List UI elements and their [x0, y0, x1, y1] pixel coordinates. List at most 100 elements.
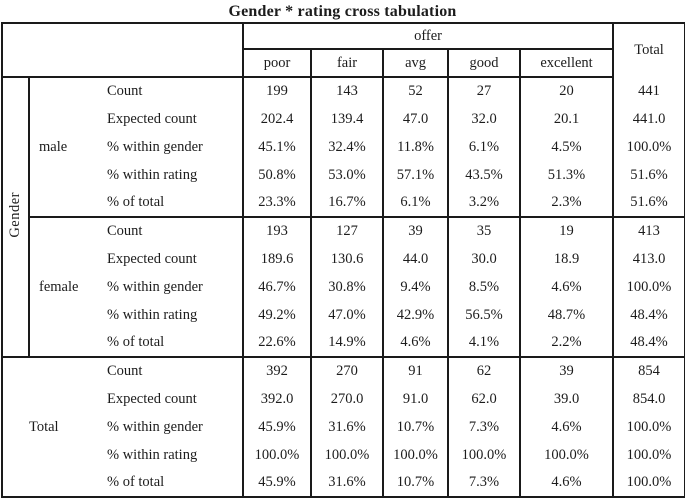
data-cell: 441 — [612, 77, 685, 105]
row-group-header-gender: Gender — [2, 77, 30, 357]
data-cell: 18.9 — [519, 245, 615, 273]
data-cell: 91.0 — [382, 385, 450, 413]
header-row-ratings: poor fair avg good excellent — [2, 49, 685, 78]
data-cell: 39.0 — [519, 385, 615, 413]
data-cell: 45.9% — [242, 413, 313, 441]
data-cell: 4.6% — [519, 273, 615, 301]
header-row-group: offer Total — [2, 23, 685, 78]
data-cell: 127 — [310, 216, 385, 245]
data-cell: 9.4% — [382, 273, 450, 301]
table-row: % within gender 46.7% 30.8% 9.4% 8.5% 4.… — [2, 273, 685, 301]
table-row: Total Count 392 270 91 62 39 854 — [2, 356, 685, 497]
data-cell: 10.7% — [382, 469, 450, 497]
data-cell: 62 — [447, 356, 522, 385]
data-cell: 48.4% — [612, 301, 685, 329]
cross-tabulation-table: offer Total poor fair avg good excellent… — [1, 22, 685, 498]
data-cell: 2.3% — [519, 189, 615, 217]
stat-label: % within gender — [101, 273, 245, 301]
data-cell: 51.3% — [519, 161, 615, 189]
data-cell: 100.0% — [447, 441, 522, 469]
stat-label: Expected count — [101, 385, 245, 413]
data-cell: 193 — [242, 216, 313, 245]
data-cell: 8.5% — [447, 273, 522, 301]
column-header-fair: fair — [310, 49, 385, 78]
data-cell: 47.0% — [310, 301, 385, 329]
data-cell: 19 — [519, 216, 615, 245]
table-row: % of total 23.3% 16.7% 6.1% 3.2% 2.3% 51… — [2, 189, 685, 217]
stat-label: % of total — [101, 469, 245, 497]
data-cell: 30.8% — [310, 273, 385, 301]
row-header-male: male — [39, 138, 68, 155]
data-cell: 45.9% — [242, 469, 313, 497]
data-cell: 46.7% — [242, 273, 313, 301]
stat-label: % within rating — [101, 441, 245, 469]
data-cell: 30.0 — [447, 245, 522, 273]
data-cell: 4.6% — [382, 329, 450, 357]
data-cell: 32.4% — [310, 133, 385, 161]
data-cell: 392 — [242, 356, 313, 385]
data-cell: 100.0% — [242, 441, 313, 469]
data-cell: 56.5% — [447, 301, 522, 329]
data-cell: 4.6% — [519, 469, 615, 497]
data-cell: 52 — [382, 77, 450, 105]
data-cell: 16.7% — [310, 189, 385, 217]
data-cell: 4.1% — [447, 329, 522, 357]
data-cell: 14.9% — [310, 329, 385, 357]
data-cell: 392.0 — [242, 385, 313, 413]
data-cell: 51.6% — [612, 189, 685, 217]
data-cell: 7.3% — [447, 469, 522, 497]
data-cell: 4.6% — [519, 413, 615, 441]
data-cell: 100.0% — [612, 133, 685, 161]
data-cell: 2.2% — [519, 329, 615, 357]
table-row: female Count 193 127 39 35 19 413 — [2, 216, 685, 357]
stat-label: % within rating — [101, 161, 245, 189]
column-header-total: Total — [612, 23, 685, 77]
data-cell: 42.9% — [382, 301, 450, 329]
gender-vertical-label: Gender — [7, 191, 23, 238]
table-row: Expected count 202.4 139.4 47.0 32.0 20.… — [2, 105, 685, 133]
stat-label: Count — [101, 77, 245, 105]
data-cell: 270.0 — [310, 385, 385, 413]
data-cell: 199 — [242, 77, 313, 105]
data-cell: 20 — [519, 77, 615, 105]
stat-label: % of total — [101, 189, 245, 217]
data-cell: 10.7% — [382, 413, 450, 441]
data-cell: 43.5% — [447, 161, 522, 189]
table-row: % within gender 45.9% 31.6% 10.7% 7.3% 4… — [2, 413, 685, 441]
table-row: % of total 22.6% 14.9% 4.6% 4.1% 2.2% 48… — [2, 329, 685, 357]
data-cell: 413 — [612, 216, 685, 245]
data-cell: 27 — [447, 77, 522, 105]
data-cell: 22.6% — [242, 329, 313, 357]
data-cell: 39 — [519, 356, 615, 385]
data-cell: 39 — [382, 216, 450, 245]
data-cell: 441.0 — [612, 105, 685, 133]
data-cell: 270 — [310, 356, 385, 385]
data-cell: 45.1% — [242, 133, 313, 161]
table-title: Gender * rating cross tabulation — [228, 3, 457, 20]
data-cell: 6.1% — [447, 133, 522, 161]
column-header-avg: avg — [382, 49, 450, 78]
data-cell: 11.8% — [382, 133, 450, 161]
data-cell: 47.0 — [382, 105, 450, 133]
data-cell: 51.6% — [612, 161, 685, 189]
data-cell: 50.8% — [242, 161, 313, 189]
data-cell: 100.0% — [612, 469, 685, 497]
table-row: % of total 45.9% 31.6% 10.7% 7.3% 4.6% 1… — [2, 469, 685, 497]
corner-cell — [2, 23, 245, 78]
data-cell: 48.4% — [612, 329, 685, 357]
stat-label: % within rating — [101, 301, 245, 329]
data-cell: 100.0% — [612, 441, 685, 469]
data-cell: 100.0% — [612, 413, 685, 441]
column-group-header-offer: offer — [243, 23, 614, 50]
row-header-total: Total — [2, 356, 101, 497]
table-row: Gender male Count 199 143 52 27 20 441 — [2, 77, 685, 357]
data-cell: 100.0% — [382, 441, 450, 469]
data-cell: 413.0 — [612, 245, 685, 273]
row-header-female: female — [29, 216, 101, 357]
stat-label: Count — [101, 216, 245, 245]
stat-label: Expected count — [101, 245, 245, 273]
table-row: % within gender 45.1% 32.4% 11.8% 6.1% 4… — [2, 133, 685, 161]
data-cell: 143 — [310, 77, 385, 105]
stat-label: % within gender — [101, 133, 245, 161]
